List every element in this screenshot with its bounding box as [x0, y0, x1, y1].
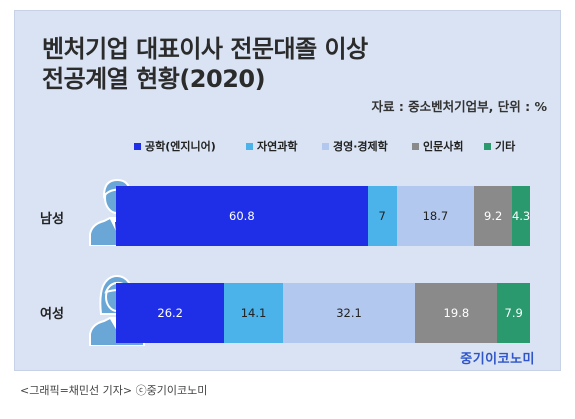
data-label: 7 — [378, 209, 386, 223]
data-label: 18.7 — [422, 209, 449, 223]
bar-segment-female-1: 26.2 — [116, 283, 225, 343]
stacked-bar-male: 60.8 7 18.7 9.2 4.3 — [116, 186, 530, 246]
legend-swatch — [484, 142, 491, 150]
data-label: 9.2 — [484, 209, 503, 223]
chart-title-line-2: 전공계열 현황(2020) — [42, 65, 266, 93]
legend-label: 공학(엔지니어) — [145, 140, 216, 153]
bar-segment-male-2: 7 — [367, 186, 397, 246]
bar-segment-female-2: 14.1 — [224, 283, 283, 343]
image-caption: <그래픽=채민선 기자> ⓒ중기이코노미 — [20, 384, 208, 397]
bar-segment-female-3: 32.1 — [282, 283, 416, 343]
data-label: 32.1 — [336, 306, 362, 320]
data-label: 7.9 — [504, 306, 523, 320]
legend-label: 자연과학 — [257, 140, 298, 153]
data-label: 26.2 — [157, 306, 183, 320]
legend-item-2: 자연과학 — [246, 138, 297, 154]
row-label-female: 여성 — [40, 307, 64, 322]
legend-label: 기타 — [495, 140, 516, 153]
data-label: 60.8 — [229, 209, 255, 223]
bar-segment-female-4: 19.8 — [415, 283, 498, 343]
source-note: 자료 : 중소벤처기업부, 단위 : % — [371, 99, 547, 114]
data-label: 4.3 — [511, 209, 531, 223]
legend-label: 인문사회 — [423, 140, 464, 153]
legend-swatch — [412, 142, 419, 150]
legend-item-5: 기타 — [484, 138, 515, 154]
bar-segment-male-5: 4.3 — [512, 186, 530, 246]
bar-segment-male-4: 9.2 — [474, 186, 513, 246]
chart-legend: 공학(엔지니어) 자연과학 경영·경제학 인문사회 기타 — [0, 138, 575, 156]
row-label-male: 남성 — [40, 212, 64, 227]
legend-swatch — [322, 142, 329, 150]
bar-segment-male-1: 60.8 — [116, 186, 368, 246]
legend-swatch — [134, 142, 141, 150]
legend-item-4: 인문사회 — [412, 138, 463, 154]
bar-segment-female-5: 7.9 — [497, 283, 530, 343]
legend-item-3: 경영·경제학 — [322, 138, 388, 154]
stacked-bar-female: 26.2 14.1 32.1 19.8 7.9 — [116, 283, 530, 343]
data-label: 19.8 — [443, 306, 470, 320]
brand-watermark: 중기이코노미 — [460, 352, 535, 367]
legend-label: 경영·경제학 — [333, 140, 388, 153]
data-label: 14.1 — [240, 306, 267, 320]
legend-item-1: 공학(엔지니어) — [134, 138, 216, 154]
legend-swatch — [246, 142, 253, 150]
chart-title-line-1: 벤처기업 대표이사 전문대졸 이상 — [42, 35, 368, 63]
bar-segment-male-3: 18.7 — [396, 186, 475, 246]
chart-title: 벤처기업 대표이사 전문대졸 이상 전공계열 현황(2020) — [42, 34, 368, 94]
